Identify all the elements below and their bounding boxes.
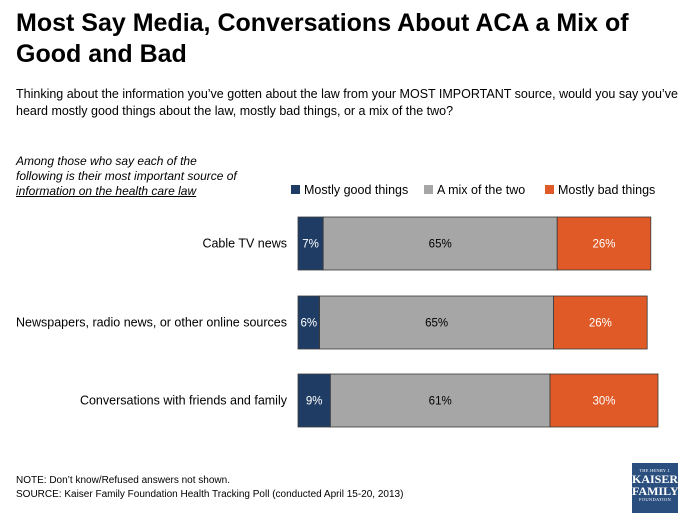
bar-mostly-bad-things-conversations-with-friends-and-family — [549, 373, 659, 428]
legend-swatch-a-mix-of-the-two — [424, 185, 433, 194]
logo-line-2b: FAMILY — [632, 484, 679, 498]
bar-mostly-good-things-conversations-with-friends-and-family — [297, 373, 331, 428]
footer: NOTE: Don’t know/Refused answers not sho… — [16, 474, 403, 502]
population-note-line-2: following is their most important source… — [16, 169, 237, 183]
data-label-a-mix-of-the-two-cable-tv-news: 65% — [429, 239, 452, 251]
population-note: Among those who say each of the followin… — [16, 154, 256, 199]
legend-label-mostly-good-things: Mostly good things — [304, 183, 408, 197]
logo-line-3: FOUNDATION — [639, 497, 671, 502]
data-label-a-mix-of-the-two-newspapers-radio-news-or-other-online-sources: 65% — [425, 318, 448, 330]
data-label-mostly-good-things-conversations-with-friends-and-family: 9% — [306, 396, 323, 408]
logo-line-1: THE HENRY J. — [639, 468, 671, 473]
category-label-conversations-with-friends-and-family: Conversations with friends and family — [80, 394, 288, 408]
footer-source: SOURCE: Kaiser Family Foundation Health … — [16, 489, 404, 500]
bar-mostly-bad-things-newspapers-radio-news-or-other-online-sources — [553, 295, 648, 350]
footer-note: NOTE: Don’t know/Refused answers not sho… — [16, 475, 230, 486]
data-label-mostly-good-things-newspapers-radio-news-or-other-online-sources: 6% — [300, 318, 317, 330]
category-label-newspapers-radio-news-or-other-online-sources: Newspapers, radio news, or other online … — [16, 316, 287, 330]
chart-title: Most Say Media, Conversations About ACA … — [16, 9, 629, 68]
population-note-line-1: Among those who say each of the — [16, 154, 197, 168]
legend-swatch-mostly-bad-things — [545, 185, 554, 194]
data-label-mostly-bad-things-newspapers-radio-news-or-other-online-sources: 26% — [589, 318, 612, 330]
chart-subtitle: Thinking about the information you’ve go… — [16, 87, 678, 118]
legend-label-a-mix-of-the-two: A mix of the two — [437, 183, 525, 197]
logo-line-2a: KAISER — [632, 472, 679, 486]
data-label-mostly-bad-things-conversations-with-friends-and-family: 30% — [592, 396, 615, 408]
population-note-line-3: information on the health care law — [16, 184, 197, 198]
bar-a-mix-of-the-two-cable-tv-news — [322, 216, 558, 271]
data-label-a-mix-of-the-two-conversations-with-friends-and-family: 61% — [429, 396, 452, 408]
legend-label-mostly-bad-things: Mostly bad things — [558, 183, 655, 197]
bar-a-mix-of-the-two-newspapers-radio-news-or-other-online-sources — [319, 295, 555, 350]
bar-mostly-good-things-cable-tv-news — [297, 216, 324, 271]
legend-swatch-mostly-good-things — [291, 185, 300, 194]
data-label-mostly-bad-things-cable-tv-news: 26% — [592, 239, 615, 251]
bar-mostly-bad-things-cable-tv-news — [556, 216, 652, 271]
category-label-cable-tv-news: Cable TV news — [202, 237, 287, 251]
data-label-mostly-good-things-cable-tv-news: 7% — [302, 239, 319, 251]
kaiser-family-foundation-logo: THE HENRY J. KAISER FAMILY FOUNDATION — [632, 463, 679, 513]
